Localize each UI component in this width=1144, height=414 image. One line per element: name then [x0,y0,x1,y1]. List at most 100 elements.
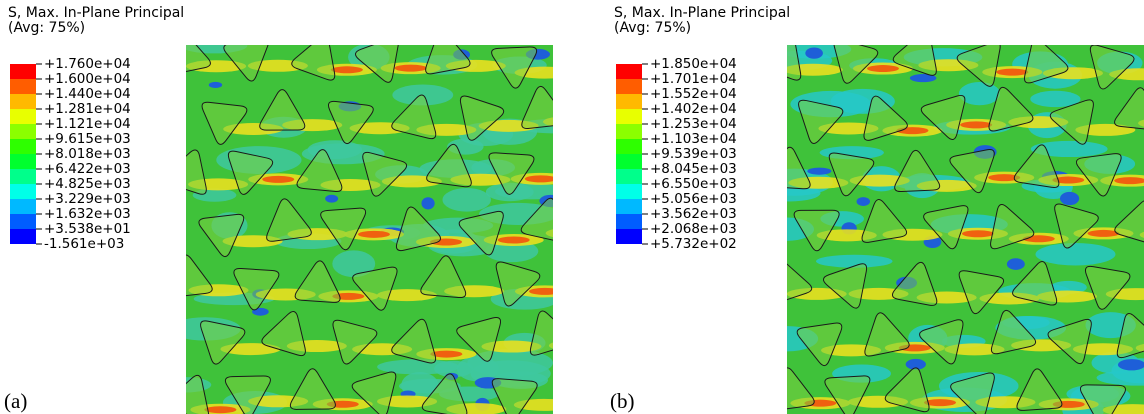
particle-outline [459,95,505,141]
particle-outline [864,312,910,357]
particle-outline [426,143,472,188]
legend-label: +4.825e+03 [44,176,131,192]
contour-blue [909,74,937,83]
contour-cool [332,250,376,278]
legend-label: +3.562e+03 [650,206,737,222]
legend-swatch [10,139,36,154]
contour-hot [497,236,530,244]
contour-hot [430,350,463,358]
contour-cool [816,254,893,268]
particle-outline [1116,313,1144,359]
particle-outline [949,149,995,194]
contour-blue [421,197,435,210]
particle-outline [1016,368,1063,411]
contour-warm [1075,123,1136,136]
contour-cool [1030,140,1108,158]
particle-outline [1084,265,1131,310]
particle-outline [1054,203,1099,249]
particle-outline [894,149,941,193]
contour-hot [330,66,363,74]
contour-cool [442,188,491,212]
contour-warm [818,122,879,135]
contour-hot [204,406,237,414]
particle-outline [1089,45,1135,90]
legend-swatch [10,169,36,184]
legend-swatch [616,184,642,199]
legend-label: -1.561e+03 [44,236,124,252]
contour-plot [186,45,553,414]
legend-label: +9.615e+03 [44,131,131,147]
legend-label: +5.732e+02 [650,236,737,252]
particle-outline [186,45,211,73]
panel-letter: (b) [610,389,635,413]
particle-outline [259,89,306,131]
legend-swatch [616,94,642,109]
contour-warm [481,340,542,353]
legend-swatch [616,109,642,124]
contour-hot [988,174,1021,182]
legend-label: +1.600e+04 [44,71,131,87]
legend-label: +3.229e+03 [44,191,131,207]
contour-blue [1117,359,1144,371]
legend-swatch [616,139,642,154]
legend-label: +5.056e+03 [650,191,737,207]
legend-swatch [10,184,36,199]
contour-cool [787,184,821,202]
legend-label: +1.253e+04 [650,116,737,132]
panel-letter: (a) [4,389,27,413]
legend-swatch [10,229,36,244]
particle-outline [787,263,813,301]
particle-outline [787,45,802,81]
particle-outline [1024,45,1069,84]
legend-swatch [616,169,642,184]
panel: S, Max. In-Plane Principal(Avg: 75%) +1.8… [610,5,1144,414]
legend-label: +1.850e+04 [650,56,737,72]
legend-swatch [10,94,36,109]
particle-outline [200,320,246,365]
particle-outline [491,378,538,414]
contour-hot [528,287,553,295]
contour-hot [394,64,427,72]
particle-outline [266,198,312,242]
contour-blue [325,194,339,203]
legend-swatch [616,79,642,94]
contour-warm [377,395,438,408]
particle-outline [861,199,908,243]
particle-outline [950,372,995,414]
legend-swatch [10,109,36,124]
legend-swatch [616,64,642,79]
particle-outline [1079,384,1126,414]
legend-swatch [616,214,642,229]
particle-outline [488,152,535,195]
particle-outline [884,367,930,413]
particle-outline [919,319,964,365]
panel: S, Max. In-Plane Principal(Avg: 75%) +1.7… [4,5,553,414]
particle-outline [521,85,553,130]
particle-outline [833,45,879,84]
contour-hot [1052,176,1085,184]
legend-swatch [10,154,36,169]
legend-label: +1.760e+04 [44,56,131,72]
particle-outline [990,203,1035,250]
particle-outline [391,318,437,364]
legend-swatch [10,124,36,139]
legend-label: +8.018e+03 [44,146,131,162]
particle-outline [1114,87,1144,130]
contour-hot [923,399,956,407]
particle-outline [289,368,336,410]
particle-outline [990,309,1037,355]
particle-outline [327,100,374,145]
particle-outline [362,151,408,197]
contour-warm [944,343,1005,356]
particle-outline [529,310,553,356]
contour-hot [961,230,994,238]
legend-swatch [10,64,36,79]
legend-swatch [616,229,642,244]
legend-label: +8.045e+03 [650,161,737,177]
legend-label: +2.068e+03 [650,221,737,237]
particle-outline [956,45,1001,87]
particle-outline [320,207,367,251]
legend-label: +6.550e+03 [650,176,737,192]
particle-outline [198,213,245,258]
